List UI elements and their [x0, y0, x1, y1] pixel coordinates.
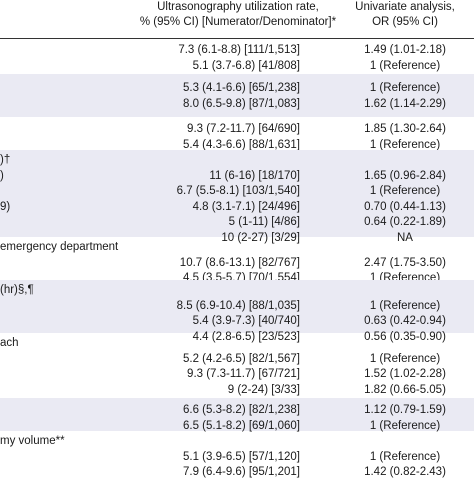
odds-ratio-cell: 2.47 (1.75-3.50) — [364, 256, 446, 269]
header-utilization-line-2: % (95% CI) [Numerator/Denominator]* — [139, 16, 337, 28]
utilization-rate-cell: 5.2 (4.2-6.5) [82/1,567] — [183, 352, 300, 365]
utilization-rate-cell: 7.3 (6.1-8.8) [111/1,513] — [178, 44, 300, 56]
table-row: 5.1 (3.7-6.8) [41/808] 1 (Reference) — [0, 58, 474, 74]
table-row: 7.9 (6.4-9.6) [95/1,201] 1.42 (0.82-2.43) — [0, 464, 474, 480]
odds-ratio-cell: 0.64 (0.22-1.89) — [364, 216, 446, 228]
utilization-rate-cell: 6.7 (5.5-8.1) [103/1,540] — [176, 185, 300, 197]
odds-ratio-cell: 1 (Reference) — [369, 352, 441, 365]
utilization-rate-cell: 11 (6-16) [18/170] — [209, 169, 300, 182]
table-section: 9.3 (7.2-11.7) [64/690] 1.85 (1.30-2.64) 5… — [0, 117, 474, 153]
utilization-rate-cell: 6.6 (5.3-8.2) [82/1,238] — [183, 404, 300, 416]
odds-ratio-cell: 1 (Reference) — [369, 299, 441, 312]
odds-ratio-cell: 1.12 (0.79-1.59) — [364, 404, 446, 416]
table-row: emergency department — [0, 239, 474, 255]
table-row: ) 11 (6-16) [18/170] 1.65 (0.96-2.84) — [0, 168, 474, 184]
odds-ratio-cell: 1 (Reference) — [369, 450, 441, 463]
utilization-rate-cell: 5 (1-11) [4/86] — [228, 216, 300, 228]
header-univariate-line-1: Univariate analysis, — [355, 1, 455, 13]
odds-ratio-cell: 1 (Reference) — [369, 185, 441, 197]
odds-ratio-cell: 1.82 (0.66-5.05) — [364, 383, 446, 396]
table-row: 10.7 (8.6-13.1) [82/767] 2.47 (1.75-3.50) — [0, 255, 474, 271]
table-row: 8.0 (6.5-9.8) [87/1,083] 1.62 (1.14-2.29) — [0, 96, 474, 112]
odds-ratio-cell: 1.42 (0.82-2.43) — [364, 466, 446, 478]
table-row: )† — [0, 152, 474, 168]
row-label: )† — [0, 154, 11, 166]
table-row: 10 (2-27) [3/29] NA — [0, 230, 474, 246]
odds-ratio-cell: 1 (Reference) — [369, 419, 441, 432]
odds-ratio-cell: 1.65 (0.96-2.84) — [364, 169, 446, 182]
utilization-rate-cell: 4.4 (2.8-6.5) [23/523] — [192, 330, 300, 343]
row-label: emergency department — [0, 241, 119, 253]
table-row: 5.2 (4.2-6.5) [82/1,567] 1 (Reference) — [0, 351, 474, 367]
utilization-rate-cell: 10 (2-27) [3/29] — [221, 231, 300, 244]
table-row: 5.3 (4.1-6.6) [65/1,238] 1 (Reference) — [0, 80, 474, 96]
table-row: 7.3 (6.1-8.8) [111/1,513] 1.49 (1.01-2.18… — [0, 42, 474, 58]
utilization-rate-cell: 5.4 (4.3-6.6) [88/1,631] — [183, 138, 300, 151]
odds-ratio-cell: 1 (Reference) — [369, 138, 441, 151]
utilization-rate-cell: 9 (2-24) [3/33] — [227, 383, 300, 396]
utilization-rate-cell: 9.3 (7.3-11.7) [67/721] — [187, 368, 300, 380]
utilization-rate-cell: 8.5 (6.9-10.4) [88/1,035] — [176, 299, 300, 312]
table-row: 6.7 (5.5-8.1) [103/1,540] 1 (Reference) — [0, 183, 474, 199]
utilization-rate-cell: 10.7 (8.6-13.1) [82/767] — [179, 256, 300, 269]
header-utilization-rate: Ultrasonography utilization rate, % (95%… — [138, 0, 338, 30]
odds-ratio-cell: 1 (Reference) — [369, 82, 441, 94]
table-section: emergency department 10.7 (8.6-13.1) [82/… — [0, 237, 474, 284]
row-label: ach — [0, 337, 19, 349]
header-utilization-line-1: Ultrasonography utilization rate, — [157, 1, 319, 13]
table-row: 4.4 (2.8-6.5) [23/523] 0.56 (0.35-0.90) — [0, 329, 474, 345]
odds-ratio-cell: 0.56 (0.35-0.90) — [364, 330, 446, 343]
table-section: 5.3 (4.1-6.6) [65/1,238] 1 (Reference) 8.0… — [0, 74, 474, 117]
table-row: ach — [0, 335, 474, 351]
row-label: ) — [0, 169, 4, 182]
utilization-rate-cell: 5.1 (3.7-6.8) [41/808] — [192, 59, 300, 72]
table-row: my volume** — [0, 433, 474, 449]
utilization-rate-cell: 7.9 (6.4-9.6) [95/1,201] — [183, 466, 300, 478]
odds-ratio-cell: 0.63 (0.42-0.94) — [364, 315, 446, 327]
utilization-rate-cell: 6.5 (5.1-8.2) [69/1,060] — [183, 419, 300, 432]
table-section: my volume** 5.1 (3.9-6.5) [57/1,120] 1 (Re… — [0, 431, 474, 478]
table-row: 6.6 (5.3-8.2) [82/1,238] 1.12 (0.79-1.59) — [0, 402, 474, 418]
odds-ratio-cell: 1.49 (1.01-2.18) — [364, 44, 446, 56]
utilization-rate-cell: 5.3 (4.1-6.6) [65/1,238] — [183, 82, 300, 94]
table-section: 7.3 (6.1-8.8) [111/1,513] 1.49 (1.01-2.18… — [0, 38, 474, 74]
table-row: 5 (1-11) [4/86] 0.64 (0.22-1.89) — [0, 214, 474, 230]
odds-ratio-cell: NA — [397, 231, 413, 244]
odds-ratio-cell: 1.85 (1.30-2.64) — [364, 123, 446, 135]
row-label: (hr)§,¶ — [0, 284, 34, 296]
table-row: 6.5 (5.1-8.2) [69/1,060] 1 (Reference) — [0, 418, 474, 434]
utilization-rate-cell: 5.1 (3.9-6.5) [57/1,120] — [183, 450, 300, 463]
utilization-rate-cell: 8.0 (6.5-9.8) [87/1,083] — [183, 97, 300, 110]
table-section: ach 5.2 (4.2-6.5) [82/1,567] 1 (Reference)… — [0, 333, 474, 398]
row-label: my volume** — [0, 435, 65, 447]
odds-ratio-cell: 1.52 (1.02-2.28) — [364, 368, 446, 380]
table-row: 5.1 (3.9-6.5) [57/1,120] 1 (Reference) — [0, 449, 474, 465]
table-row: 9.3 (7.2-11.7) [64/690] 1.85 (1.30-2.64) — [0, 121, 474, 137]
table-section: )†) 11 (6-16) [18/170] 1.65 (0.96-2.84) 6.7… — [0, 150, 474, 244]
header-univariate-analysis: Univariate analysis, OR (95% CI) — [330, 0, 474, 30]
table-section: (hr)§,¶ 8.5 (6.9-10.4) [88/1,035] 1 (Refer… — [0, 280, 474, 343]
table-row: 9 (2-24) [3/33] 1.82 (0.66-5.05) — [0, 382, 474, 398]
utilization-rate-cell: 5.4 (3.9-7.3) [40/740] — [192, 315, 300, 327]
odds-ratio-cell: 1 (Reference) — [369, 59, 441, 72]
utilization-rate-cell: 4.8 (3.1-7.1) [24/496] — [192, 200, 300, 213]
utilization-rate-cell: 9.3 (7.2-11.7) [64/690] — [187, 123, 300, 135]
odds-ratio-cell: 1.62 (1.14-2.29) — [364, 97, 446, 110]
table-row: 8.5 (6.9-10.4) [88/1,035] 1 (Reference) — [0, 298, 474, 314]
table-row: 5.4 (4.3-6.6) [88/1,631] 1 (Reference) — [0, 137, 474, 153]
table-row: 5.4 (3.9-7.3) [40/740] 0.63 (0.42-0.94) — [0, 313, 474, 329]
table-row: (hr)§,¶ — [0, 282, 474, 298]
table-row: 9.3 (7.3-11.7) [67/721] 1.52 (1.02-2.28) — [0, 366, 474, 382]
row-label: 9) — [0, 200, 11, 213]
table-section: 6.6 (5.3-8.2) [82/1,238] 1.12 (0.79-1.59)… — [0, 398, 474, 434]
odds-ratio-cell: 0.70 (0.44-1.13) — [364, 200, 446, 213]
table-row: 9) 4.8 (3.1-7.1) [24/496] 0.70 (0.44-1.13) — [0, 199, 474, 215]
header-univariate-line-2: OR (95% CI) — [372, 16, 438, 28]
table-header: Ultrasonography utilization rate, % (95%… — [0, 0, 474, 39]
